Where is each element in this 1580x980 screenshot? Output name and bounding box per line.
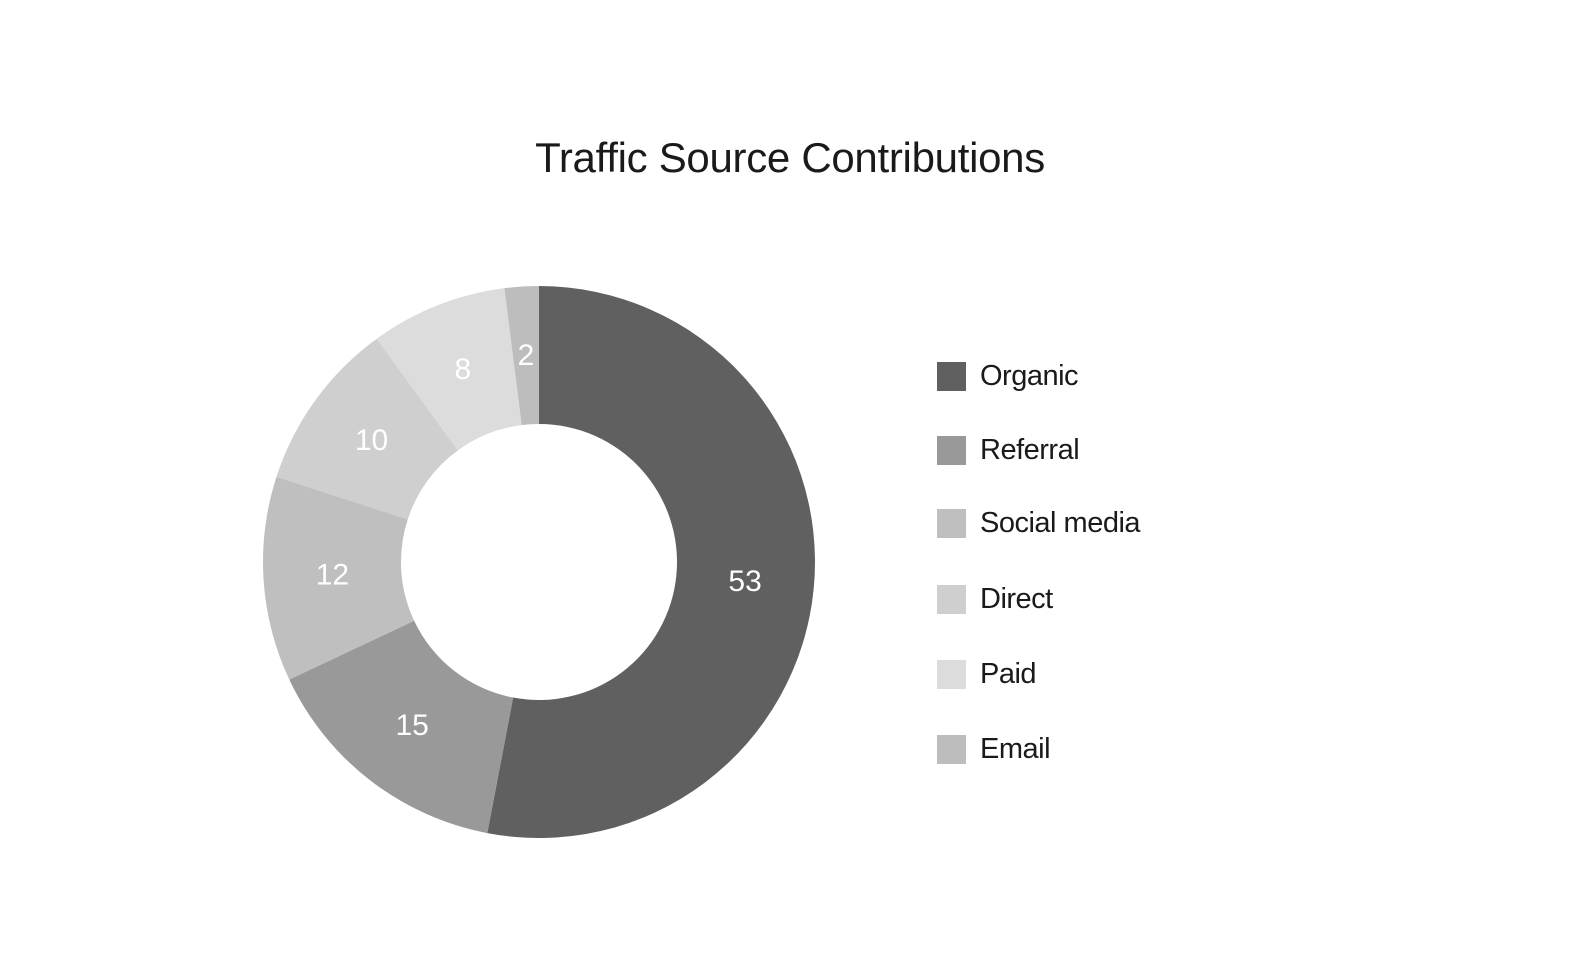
slice-value-label: 15 [395,709,428,742]
legend-label: Social media [980,506,1141,539]
legend-swatch [937,508,966,538]
donut-slice-referral [289,620,514,834]
legend-swatch [937,584,966,614]
donut-slice-labels: 53 15 12 10 8 2 [316,339,762,742]
legend-swatch [937,659,966,689]
legend-item: Email [937,732,1051,765]
legend-item: Paid [937,657,1037,690]
legend-label: Referral [980,433,1080,466]
donut-slice-organic [487,286,815,838]
legend-swatch [937,734,966,764]
legend-label: Direct [980,582,1053,615]
slice-value-label: 53 [728,565,761,598]
legend-item: Organic [937,359,1079,392]
legend-label: Organic [980,359,1079,392]
slice-value-label: 10 [355,424,388,457]
donut-slices [263,286,815,838]
legend-item: Referral [937,433,1080,466]
slice-value-label: 8 [454,353,471,386]
legend-label: Email [980,732,1051,765]
donut-slice-email [504,286,539,426]
legend-label: Paid [980,657,1037,690]
legend-item: Direct [937,583,1053,615]
donut-slice-paid [376,288,522,451]
slice-value-label: 12 [316,558,349,591]
legend-swatch [937,361,966,391]
chart-title: Traffic Source Contributions [535,134,1045,181]
legend-item: Social media [937,506,1141,539]
legend-swatch [937,435,966,465]
slice-value-label: 2 [518,339,535,372]
donut-slice-social-media [263,476,415,680]
donut-slice-direct [276,338,458,520]
